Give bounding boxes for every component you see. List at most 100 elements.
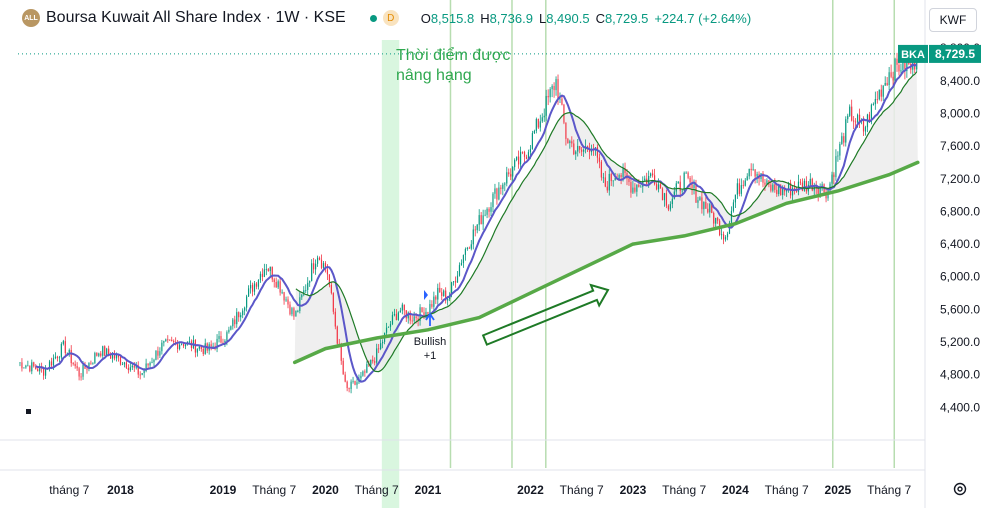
exchange-logo: ALL (22, 9, 40, 27)
candle-body (447, 299, 449, 301)
candle-body (177, 342, 179, 349)
candle-body (750, 168, 752, 171)
candle-body (744, 180, 746, 186)
candle-body (372, 359, 374, 362)
candle-body (454, 281, 457, 283)
candle-body (161, 342, 163, 352)
candle-body (521, 151, 524, 153)
candle-body (60, 343, 62, 358)
ohlc-values: O8,515.8 H8,736.9 L8,490.5 C8,729.5 +224… (421, 11, 752, 26)
candle-body (19, 362, 21, 364)
data-delay-badge[interactable]: D (382, 10, 399, 26)
candle-body (652, 173, 654, 176)
candle-body (500, 187, 502, 189)
candle-body (387, 326, 390, 328)
candle-body (864, 127, 867, 132)
candle-body (780, 185, 782, 196)
candle-body (31, 362, 33, 372)
candle-body (54, 356, 57, 359)
candle-body (202, 348, 204, 354)
candle-body (25, 365, 27, 368)
candle-body (890, 72, 892, 77)
y-tick-label: 8,400.0 (940, 74, 980, 88)
candle-body (525, 156, 528, 160)
candle-body (188, 341, 191, 343)
candle-body (169, 339, 171, 341)
candle-body (738, 183, 740, 194)
candle-body (508, 172, 510, 175)
candle-body (285, 299, 287, 301)
x-tick-label: 2024 (722, 483, 749, 497)
candle-body (630, 182, 632, 193)
candle-body (216, 338, 218, 349)
last-price-tag[interactable] (929, 44, 981, 63)
candle-body (539, 121, 541, 128)
candle-body (326, 269, 329, 275)
candle-body (655, 184, 658, 190)
candle-body (271, 266, 273, 280)
x-tick-label: 2025 (825, 483, 852, 497)
settings-gear-icon[interactable] (952, 481, 968, 497)
candle-body (498, 187, 500, 200)
candle-body (717, 217, 719, 221)
y-tick-label: 7,600.0 (940, 139, 980, 153)
candle-body (403, 304, 405, 311)
candle-body (531, 133, 534, 149)
candle-body (732, 202, 735, 211)
candle-body (212, 346, 214, 347)
candle-body (405, 310, 407, 319)
candle-body (102, 346, 104, 356)
candle-body (228, 329, 230, 333)
candle-body (106, 348, 108, 356)
annotation-text-line2: nâng hạng (396, 67, 472, 84)
candle-body (435, 296, 437, 300)
candle-body (858, 114, 861, 122)
candle-body (608, 173, 610, 191)
candle-body (563, 104, 565, 123)
candle-body (311, 263, 313, 282)
candle-body (707, 208, 709, 213)
candle-body (677, 181, 679, 184)
candle-body (581, 149, 583, 152)
candle-body (478, 215, 480, 225)
y-tick-label: 5,200.0 (940, 335, 980, 349)
candle-body (553, 86, 555, 91)
candle-body (376, 348, 378, 363)
x-tick-label: tháng 7 (49, 483, 89, 497)
currency-button[interactable]: KWF (929, 8, 977, 32)
candle-body (665, 193, 668, 206)
candle-body (318, 257, 321, 260)
candle-body (82, 364, 84, 377)
x-tick-label: 2021 (415, 483, 442, 497)
candle-body (504, 183, 506, 185)
candle-body (537, 119, 539, 128)
candle-body (878, 89, 880, 100)
candle-body (624, 168, 626, 174)
candle-body (257, 280, 260, 287)
candle-body (835, 156, 837, 178)
candle-body (289, 304, 291, 315)
candle-body (249, 284, 252, 289)
candle-body (413, 316, 415, 322)
candle-body (362, 371, 364, 376)
ohlc-close: C8,729.5 (595, 10, 649, 26)
candle-body (283, 292, 285, 301)
candle-body (614, 178, 616, 181)
symbol-title[interactable]: Boursa Kuwait All Share Index · 1W · KSE (46, 9, 346, 26)
candle-body (346, 381, 348, 389)
candle-body (831, 174, 833, 184)
candle-body (900, 70, 902, 72)
candle-body (882, 85, 884, 97)
chart-header: ALL Boursa Kuwait All Share Index · 1W ·… (22, 6, 751, 30)
candle-body (575, 151, 577, 155)
candle-body (316, 257, 319, 264)
candle-body (370, 359, 372, 366)
candle-body (742, 185, 744, 186)
x-tick-label: Tháng 7 (867, 483, 911, 497)
candle-body (247, 288, 250, 297)
candle-body (886, 82, 888, 86)
candle-body (841, 136, 843, 145)
candle-body (167, 339, 169, 341)
